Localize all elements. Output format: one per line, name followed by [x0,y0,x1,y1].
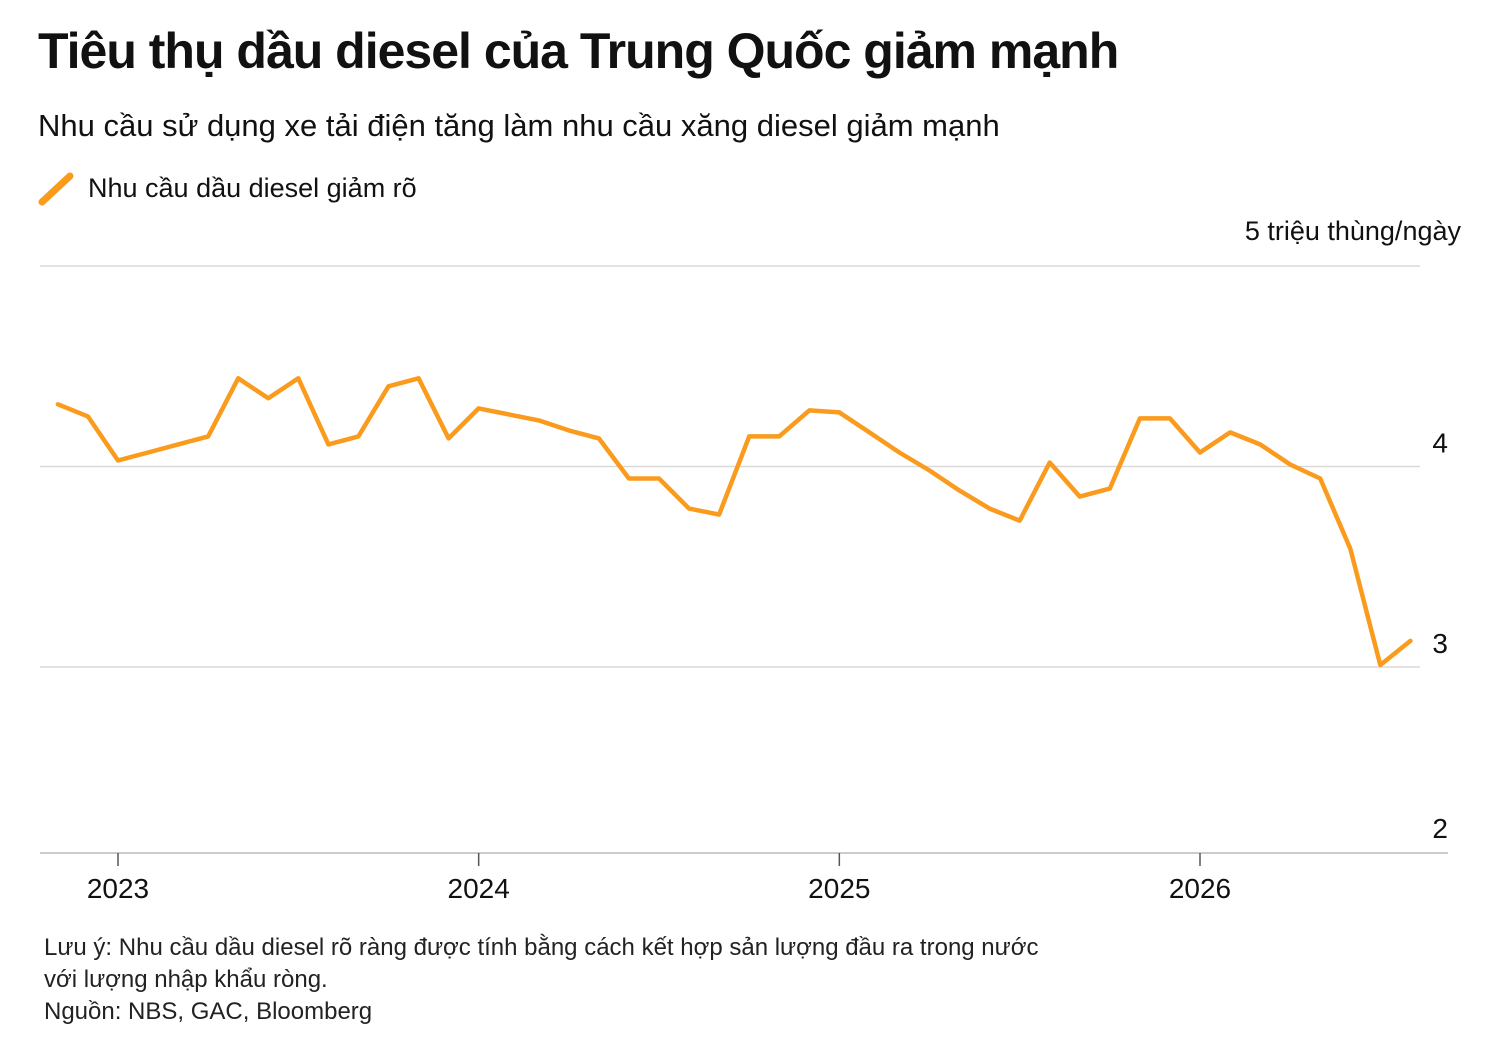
chart-title: Tiêu thụ dầu diesel của Trung Quốc giảm … [38,23,1119,79]
x-tick-label-2023: 2023 [87,873,149,904]
series-line-0 [55,376,1413,668]
x-tick-label-2025: 2025 [808,873,870,904]
legend: Nhu cầu dầu diesel giảm rõ [38,168,417,208]
x-tick-label-2024: 2024 [448,873,510,904]
y-axis-unit-label: 5 triệu thùng/ngày [1244,216,1461,246]
legend-line-icon [38,172,74,206]
y-tick-label-3: 3 [1432,628,1448,659]
y-tick-label-2: 2 [1432,813,1448,844]
chart-notes: Lưu ý: Nhu cầu dầu diesel rõ ràng được t… [44,932,1038,1028]
x-tick-label-2026: 2026 [1169,873,1231,904]
chart-subtitle: Nhu cầu sử dụng xe tải điện tăng làm nhu… [38,108,1000,143]
legend-label: Nhu cầu dầu diesel giảm rõ [88,172,417,203]
y-tick-label-4: 4 [1432,428,1448,459]
line-chart: 2 3 4 2023 2024 2025 2026 [40,265,1448,904]
note-line-2: với lượng nhập khẩu ròng. [44,966,328,993]
note-line-1: Lưu ý: Nhu cầu dầu diesel rõ ràng được t… [44,934,1039,961]
source-line: Nguồn: NBS, GAC, Bloomberg [44,998,373,1025]
